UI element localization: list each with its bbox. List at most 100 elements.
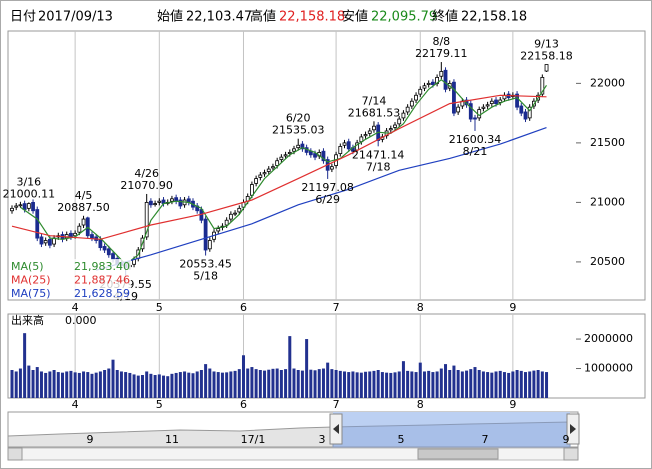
candle-body bbox=[271, 166, 275, 169]
y-tick-label: 21000 bbox=[590, 195, 625, 208]
volume-bar bbox=[23, 333, 27, 398]
volume-bar bbox=[313, 370, 317, 398]
annotation-date: 4/5 bbox=[75, 189, 93, 202]
volume-bar bbox=[296, 370, 300, 398]
y-tick-label: 20500 bbox=[590, 255, 625, 268]
candle-body bbox=[367, 130, 372, 134]
candle-body bbox=[283, 154, 288, 157]
candle-body bbox=[430, 81, 435, 85]
annotation-price: 20887.50 bbox=[57, 201, 110, 214]
candle-body bbox=[262, 172, 267, 175]
y-tick-label: 1000000 bbox=[584, 362, 633, 375]
annotation-price: 21070.90 bbox=[120, 179, 173, 192]
volume-bar bbox=[187, 372, 191, 398]
volume-bar bbox=[397, 371, 401, 398]
annotation-date: 4/26 bbox=[134, 167, 159, 180]
volume-bar bbox=[334, 370, 338, 398]
volume-bar bbox=[103, 370, 107, 398]
volume-bar bbox=[204, 364, 208, 398]
volume-bar bbox=[183, 371, 187, 398]
volume-bar bbox=[216, 372, 220, 398]
navigator-label: 3 bbox=[319, 433, 326, 446]
field-value: 22,095.79 bbox=[371, 10, 437, 25]
volume-bar bbox=[178, 372, 182, 398]
scroll-left[interactable] bbox=[7, 447, 23, 461]
volume-bar bbox=[250, 367, 254, 398]
volume-bar bbox=[145, 371, 149, 398]
candle-body bbox=[329, 166, 334, 170]
volume-bar bbox=[48, 371, 52, 398]
x-tick-label: 9 bbox=[509, 301, 516, 314]
volume-bar bbox=[237, 369, 241, 398]
candle-body bbox=[468, 103, 473, 120]
annotation-date: 6/29 bbox=[315, 193, 340, 206]
field-value: 22,158.18 bbox=[279, 10, 345, 25]
candle-body bbox=[456, 106, 461, 113]
candle-body bbox=[22, 203, 27, 210]
candle-body bbox=[18, 204, 23, 207]
x-tick-label: 5 bbox=[156, 301, 163, 314]
volume-bar bbox=[111, 359, 115, 398]
candle-body bbox=[148, 200, 153, 206]
annotation-date: 5/18 bbox=[193, 270, 218, 283]
scroll-thumb[interactable] bbox=[417, 448, 499, 460]
volume-bar bbox=[418, 362, 422, 398]
field-name: 安値 bbox=[342, 9, 368, 25]
candle-body bbox=[300, 143, 305, 150]
candle-body bbox=[292, 148, 296, 152]
candle-body bbox=[452, 81, 456, 114]
candle-body bbox=[393, 124, 397, 128]
x-tick-label: 8 bbox=[417, 398, 424, 411]
navigator-label: 17/1 bbox=[241, 433, 266, 446]
candle-body bbox=[157, 200, 162, 203]
navigator[interactable] bbox=[7, 411, 580, 461]
volume-bar bbox=[153, 375, 157, 398]
y-tick-label: 21500 bbox=[590, 136, 625, 149]
volume-bar bbox=[140, 375, 144, 398]
candle-body bbox=[153, 203, 158, 205]
volume-bar bbox=[27, 365, 31, 398]
volume-bar bbox=[195, 371, 199, 398]
candle-body bbox=[102, 246, 107, 251]
volume-bar bbox=[115, 370, 119, 398]
legend-value: 21,628.59 bbox=[74, 287, 130, 300]
candle-body bbox=[233, 212, 237, 215]
candle-body bbox=[296, 144, 301, 149]
volume-bar bbox=[44, 372, 48, 398]
volume-bar bbox=[162, 375, 166, 398]
candle-body bbox=[473, 117, 477, 120]
candle-body bbox=[313, 153, 317, 158]
volume-bar bbox=[94, 372, 98, 398]
candle-body bbox=[237, 207, 242, 213]
volume-bar bbox=[515, 370, 519, 398]
volume-bar bbox=[490, 372, 494, 398]
scroll-right[interactable] bbox=[563, 447, 579, 461]
y-tick-label: 2000000 bbox=[584, 332, 633, 345]
candle-body bbox=[544, 64, 549, 72]
annotation-price: 21600.34 bbox=[449, 133, 502, 146]
candle-body bbox=[170, 198, 174, 202]
volume-bar bbox=[267, 369, 271, 398]
volume-bar bbox=[275, 368, 279, 398]
volume-bar bbox=[486, 372, 490, 398]
volume-bar bbox=[69, 370, 73, 398]
annotation-date: 3/16 bbox=[16, 175, 41, 188]
volume-bar bbox=[406, 370, 410, 398]
annotation-date: 8/8 bbox=[432, 35, 450, 48]
volume-bar bbox=[435, 371, 439, 398]
candle-body bbox=[422, 85, 427, 89]
volume-bar bbox=[385, 372, 389, 398]
volume-bar bbox=[452, 365, 456, 398]
candle-body bbox=[26, 203, 31, 209]
candle-body bbox=[69, 232, 73, 238]
volume-bar bbox=[380, 372, 384, 398]
volume-bar bbox=[523, 372, 527, 398]
legend-value: 21,983.40 bbox=[74, 260, 130, 273]
candle-body bbox=[372, 125, 376, 131]
field-value: 22,103.47 bbox=[186, 10, 252, 25]
annotation-price: 21681.53 bbox=[348, 106, 401, 119]
ma-line bbox=[20, 79, 548, 266]
candle-body bbox=[481, 106, 486, 109]
volume-bar bbox=[422, 371, 426, 398]
volume-bar bbox=[284, 369, 288, 398]
